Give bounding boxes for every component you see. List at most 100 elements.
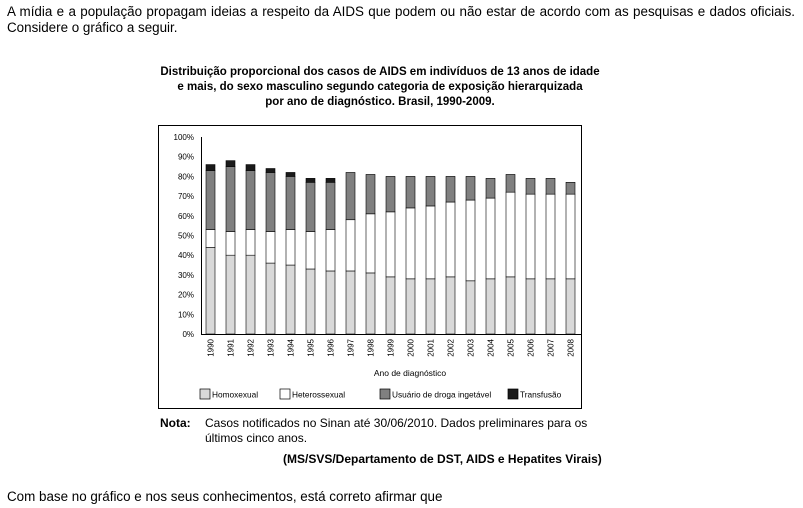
x-tick-label: 1994 <box>287 338 296 356</box>
bar-segment-1998-1 <box>365 213 376 274</box>
y-tick-label: 0% <box>182 330 194 339</box>
x-tick-label: 1997 <box>347 338 356 356</box>
y-tick-label: 40% <box>178 251 194 260</box>
bar-segment-2002-0 <box>445 276 456 335</box>
bar-segment-2000-0 <box>405 278 416 335</box>
y-tick-label: 90% <box>178 153 194 162</box>
bar-segment-2001-0 <box>425 278 436 335</box>
bar-segment-1991-0 <box>225 254 236 335</box>
x-tick-label: 1995 <box>307 338 316 356</box>
chart-title-line-1: Distribuição proporcional dos casos de A… <box>160 66 600 78</box>
bar-segment-1994-1 <box>285 229 296 266</box>
bar-segment-2000-1 <box>405 207 416 280</box>
x-tick-label: 1996 <box>327 338 336 356</box>
legend-swatch-2 <box>379 388 391 400</box>
x-tick-labels: 1990 1991 1992 1993 1994 1995 1996 1997 1998 1999… <box>207 338 576 356</box>
stacked-bar-chart: 0%10%20%30%40%50%60%70%80%90%100% 1990 19… <box>158 125 582 409</box>
source-citation: (MS/SVS/Departamento de DST, AIDS e Hepa… <box>283 452 602 466</box>
bar-segment-1990-3 <box>205 164 216 171</box>
bar-segment-1995-3 <box>305 178 316 183</box>
bar-segment-1994-3 <box>285 172 296 177</box>
bar-segment-1991-3 <box>225 160 236 167</box>
y-tick-label: 60% <box>178 212 194 221</box>
bar-segment-1991-1 <box>225 231 236 256</box>
bar-segment-2002-2 <box>445 176 456 203</box>
x-tick-label: 1992 <box>247 338 256 356</box>
question-text: Com base no gráfico e nos seus conhecime… <box>7 489 443 504</box>
y-tick-label: 50% <box>178 232 194 241</box>
bar-segment-1995-0 <box>305 268 316 335</box>
bar-segment-1997-2 <box>345 172 356 221</box>
x-tick-label: 1990 <box>207 338 216 356</box>
legend-swatch-0 <box>199 388 211 400</box>
bar-segment-2005-2 <box>505 174 516 193</box>
bar-segment-1996-1 <box>325 229 336 272</box>
bar-segment-2000-2 <box>405 176 416 209</box>
bar-segment-1993-1 <box>265 231 276 264</box>
y-tick-label: 30% <box>178 271 194 280</box>
chart-title: Distribuição proporcional dos casos de A… <box>140 65 620 110</box>
y-tick-labels: 0% 10% 20% 30% 40% 50% 60% 70% 80% 90% 100% <box>174 133 194 339</box>
intro-text: A mídia e a população propagam ideias a … <box>7 4 795 35</box>
bar-segment-1993-3 <box>265 168 276 173</box>
bar-segment-2004-1 <box>485 197 496 280</box>
bar-segment-2007-1 <box>545 193 556 280</box>
bar-segment-2005-0 <box>505 276 516 335</box>
x-tick-label: 1998 <box>367 338 376 356</box>
chart-title-line-3: por ano de diagnóstico. Brasil, 1990-200… <box>265 96 495 108</box>
bar-segment-2007-0 <box>545 278 556 335</box>
bar-segment-1996-2 <box>325 182 336 230</box>
x-tick-label: 2002 <box>447 338 456 356</box>
bar-segment-2006-2 <box>525 178 536 195</box>
bars <box>205 160 576 335</box>
bar-segment-1998-2 <box>365 174 376 215</box>
x-tick-label: 2000 <box>407 338 416 356</box>
bar-segment-1993-2 <box>265 172 276 232</box>
bar-segment-2003-2 <box>465 176 476 201</box>
bar-segment-2007-2 <box>545 178 556 195</box>
y-tick-label: 100% <box>174 133 194 142</box>
bar-segment-1997-1 <box>345 219 356 272</box>
y-tick-label: 10% <box>178 310 194 319</box>
bar-segment-1996-3 <box>325 178 336 183</box>
bar-segment-2002-1 <box>445 201 456 278</box>
bar-segment-2004-2 <box>485 178 496 199</box>
bar-segment-1999-0 <box>385 276 396 335</box>
bar-segment-1990-2 <box>205 170 216 230</box>
x-tick-label: 1991 <box>227 338 236 356</box>
chart-title-line-2: e mais, do sexo masculino segundo catego… <box>177 81 583 93</box>
bar-segment-2001-1 <box>425 205 436 280</box>
bar-segment-2008-2 <box>565 182 576 195</box>
x-axis-label: Ano de diagnóstico <box>374 368 447 378</box>
bar-segment-2001-2 <box>425 176 436 207</box>
legend-swatch-3 <box>507 388 519 400</box>
bar-segment-2006-1 <box>525 193 536 280</box>
note-text: Casos notificados no Sinan até 30/06/201… <box>205 416 588 445</box>
y-tick-label: 20% <box>178 291 194 300</box>
bar-segment-1992-1 <box>245 229 256 256</box>
bar-segment-1992-0 <box>245 254 256 335</box>
legend-label-0: Homoxexual <box>212 390 258 400</box>
bar-segment-1995-2 <box>305 182 316 232</box>
bar-segment-2008-0 <box>565 278 576 335</box>
bar-segment-1990-1 <box>205 229 216 248</box>
x-tick-label: 2008 <box>567 338 576 356</box>
x-tick-label: 1993 <box>267 338 276 356</box>
legend: Homoxexual Heterossexual Usuário de droga … <box>199 388 562 400</box>
bar-segment-1990-0 <box>205 247 216 335</box>
bar-segment-1993-0 <box>265 262 276 335</box>
note-label: Nota: <box>160 416 191 430</box>
bar-segment-1994-2 <box>285 176 296 230</box>
bar-segment-1992-2 <box>245 170 256 230</box>
bar-segment-1999-1 <box>385 211 396 278</box>
bar-segment-1998-0 <box>365 272 376 335</box>
legend-swatch-1 <box>279 388 291 400</box>
legend-label-1: Heterossexual <box>292 390 345 400</box>
x-tick-label: 2005 <box>507 338 516 356</box>
x-tick-label: 2001 <box>427 338 436 356</box>
x-tick-label: 2007 <box>547 338 556 356</box>
bar-segment-1992-3 <box>245 164 256 171</box>
legend-label-3: Transfusão <box>520 390 562 400</box>
y-tick-label: 70% <box>178 192 194 201</box>
x-tick-label: 2004 <box>487 338 496 356</box>
